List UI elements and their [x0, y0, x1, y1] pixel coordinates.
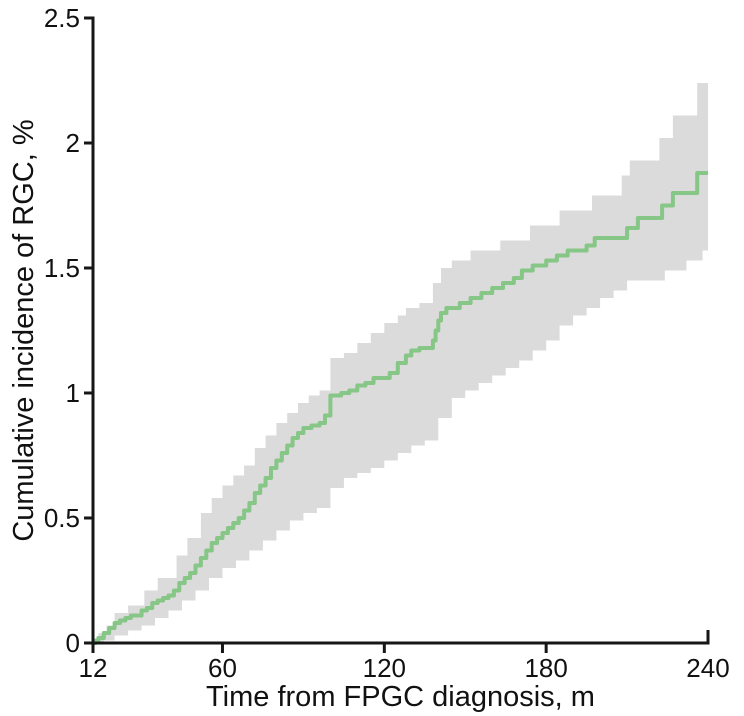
x-tick-label: 240	[686, 653, 729, 683]
x-tick-label: 120	[363, 653, 406, 683]
y-tick-label: 0	[66, 628, 80, 658]
incidence-curve	[93, 171, 708, 645]
y-tick-label: 1	[66, 378, 80, 408]
y-tick-label: 2.5	[44, 3, 80, 33]
x-axis-title: Time from FPGC diagnosis, m	[206, 681, 595, 713]
x-tick-label: 180	[524, 653, 567, 683]
x-tick-label: 12	[79, 653, 108, 683]
axis-spines	[87, 16, 710, 645]
x-tick-label: 60	[208, 653, 237, 683]
y-tick-label: 1.5	[44, 253, 80, 283]
y-tick-label: 2	[66, 128, 80, 158]
y-axis-title: Cumulative incidence of RGC, %	[8, 119, 40, 542]
y-tick-label: 0.5	[44, 503, 80, 533]
